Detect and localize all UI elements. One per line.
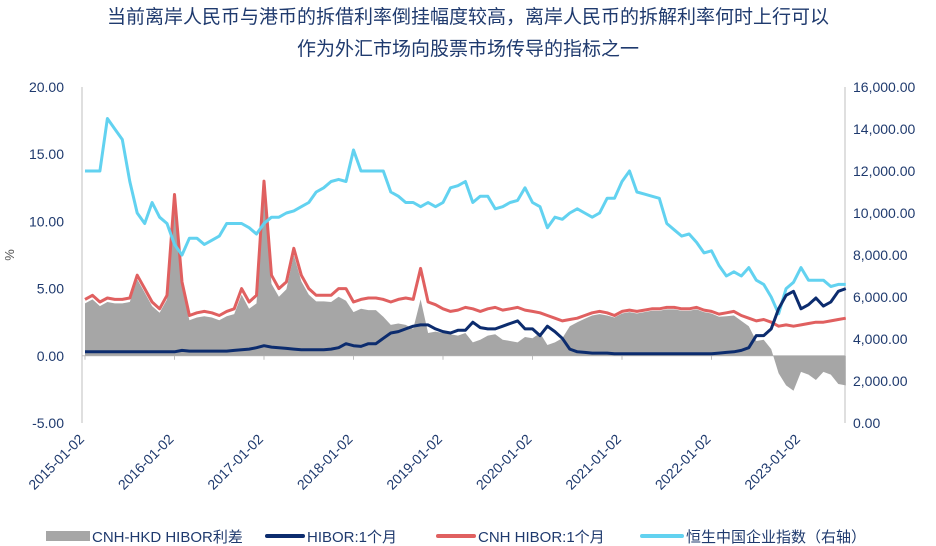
chart-title-line1: 当前离岸人民币与港币的拆借利率倒挂幅度较高，离岸人民币的拆解利率何时上行可以 xyxy=(106,6,829,28)
right-tick-label: 8,000.00 xyxy=(853,247,908,263)
right-tick-label: 4,000.00 xyxy=(853,331,908,347)
legend-swatch-hscei xyxy=(640,534,684,538)
legend-swatch-cnh xyxy=(436,534,476,538)
right-tick-label: 14,000.00 xyxy=(853,121,915,137)
x-tick-label: 2022-01-02 xyxy=(652,431,714,493)
legend-label: CNH-HKD HIBOR利差 xyxy=(92,529,243,546)
left-tick-label: 20.00 xyxy=(29,79,64,95)
left-tick-label: -5.00 xyxy=(32,415,64,431)
right-tick-label: 10,000.00 xyxy=(853,205,915,221)
chart-title-line2: 作为外汇市场向股票市场传导的指标之一 xyxy=(296,38,639,60)
cnh-hibor-line xyxy=(84,179,847,328)
left-tick-label: 10.00 xyxy=(29,213,64,229)
legend-label: CNH HIBOR:1个月 xyxy=(478,529,605,546)
right-tick-label: 6,000.00 xyxy=(853,289,908,305)
left-tick-label: 0.00 xyxy=(37,348,64,364)
legend-swatch-hibor xyxy=(265,534,305,538)
right-tick-label: 16,000.00 xyxy=(853,79,915,95)
right-tick-label: 12,000.00 xyxy=(853,163,915,179)
spread-area xyxy=(85,191,846,391)
legend-label: HIBOR:1个月 xyxy=(307,529,397,546)
x-tick-label: 2023-01-02 xyxy=(741,431,803,493)
hscei-line xyxy=(85,117,846,316)
y-axis-label: % xyxy=(2,249,17,261)
legend-swatch-spread xyxy=(46,531,90,541)
x-tick-label: 2021-01-02 xyxy=(562,431,624,493)
right-tick-label: 2,000.00 xyxy=(853,373,908,389)
x-tick-label: 2017-01-02 xyxy=(204,431,266,493)
hibor-line xyxy=(85,287,847,356)
left-tick-label: 5.00 xyxy=(37,281,64,297)
right-tick-label: 0.00 xyxy=(853,415,880,431)
x-tick-label: 2019-01-02 xyxy=(383,431,445,493)
legend-label: 恒生中国企业指数（右轴） xyxy=(686,528,866,546)
x-tick-label: 2015-01-02 xyxy=(25,431,87,493)
left-tick-label: 15.00 xyxy=(29,146,64,162)
x-tick-label: 2018-01-02 xyxy=(294,431,356,493)
x-tick-label: 2016-01-02 xyxy=(115,431,177,493)
x-tick-label: 2020-01-02 xyxy=(473,431,535,493)
